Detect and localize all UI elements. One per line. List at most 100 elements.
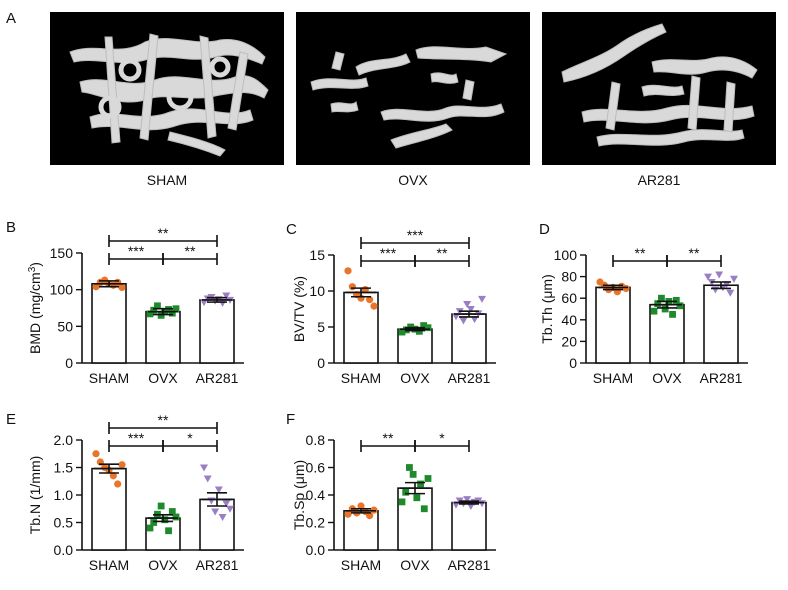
panel-b-sig-label: *** (128, 243, 145, 259)
panel-e-y-tick-label: 0.0 (54, 542, 74, 558)
panel-b-bar-sham (91, 282, 127, 364)
panel-e-bar-ar281 (199, 498, 235, 551)
panel-b-point-ovx (146, 310, 154, 318)
ct-caption-ar281: AR281 (637, 172, 681, 188)
panel-e-bar-sham (91, 467, 127, 551)
panel-f-sig-label: ** (383, 430, 394, 446)
panel-c-y-tick-label: 5 (317, 319, 325, 335)
panel-c-point-ar281 (470, 316, 479, 324)
panel-c-point-ovx (398, 328, 406, 336)
panel-d-sig-label: ** (689, 245, 700, 261)
ct-caption-sham: SHAM (146, 172, 188, 188)
panel-d-x-tick-label: OVX (652, 370, 682, 386)
panel-d-point-sham (622, 284, 630, 293)
panel-e-y-tick-label: 2.0 (54, 432, 74, 448)
panel-f-x-tick-label: SHAM (341, 557, 381, 573)
panel-e-point-ar281 (226, 505, 234, 513)
panel-d-y-tick-label: 0 (569, 355, 577, 371)
panel-b-sig-label: ** (158, 225, 169, 241)
panel-b-point-ovx (150, 306, 158, 314)
panel-c-point-ar281 (463, 300, 472, 308)
panel-c-letter: C (286, 221, 297, 238)
panel-e-point-ar281 (214, 486, 223, 494)
panel-b-y-tick-label: 50 (57, 318, 73, 334)
ct-caption-ovx: OVX (398, 172, 428, 188)
panel-b-x-tick-label: AR281 (196, 370, 239, 386)
panel-f-sig-label: * (439, 430, 445, 446)
panel-d-y-tick-label: 80 (561, 269, 577, 285)
panel-c-point-ovx (424, 324, 432, 332)
panel-b-point-ar281 (222, 292, 231, 300)
panel-f-point-ovx (398, 498, 406, 506)
panel-d-point-ovx (658, 294, 665, 302)
panel-e-point-sham (109, 472, 117, 480)
panel-f-point-ovx (406, 464, 413, 471)
panel-f-point-ovx (409, 470, 417, 478)
panel-d-sig-label: ** (635, 245, 646, 261)
panel-f-x-tick-label: OVX (400, 557, 430, 573)
panel-f-point-ar281 (463, 496, 472, 504)
panel-d-x-tick-label: SHAM (593, 370, 633, 386)
panel-c-point-ar281 (452, 313, 460, 321)
panel-e-point-ar281 (203, 475, 212, 483)
panel-e-letter: E (6, 411, 16, 428)
panel-c-point-sham (370, 302, 378, 310)
panel-c-point-ar281 (466, 306, 475, 313)
ct-image-ovx (296, 12, 530, 165)
panel-e-point-ovx (165, 527, 172, 535)
panel-b-bar-ar281 (199, 299, 235, 364)
panel-f-point-ovx (424, 475, 432, 482)
panel-c-point-sham (344, 267, 352, 275)
panel-f-point-ar281 (452, 501, 460, 509)
panel-f-y-tick-label: 0.8 (306, 432, 326, 448)
panel-d-bar-ar281 (703, 284, 739, 364)
panel-f-y-tick-label: 0.0 (306, 542, 326, 558)
panel-e-sig-label: * (187, 430, 193, 446)
panel-e-point-ovx (146, 524, 154, 532)
panel-c-point-ar281 (459, 317, 468, 325)
panel-f-letter: F (286, 411, 295, 428)
panel-c-y-axis-label: BV/TV (%) (291, 276, 307, 342)
panel-c-y-tick-label: 0 (317, 355, 325, 371)
panel-c-point-ar281 (478, 295, 486, 303)
panel-b-y-tick-label: 150 (50, 245, 74, 261)
panel-e-y-tick-label: 1.0 (54, 487, 74, 503)
ct-image-ar281 (542, 12, 776, 165)
panel-c-sig-label: ** (437, 245, 448, 261)
panel-d-point-ar281 (730, 275, 738, 283)
panel-e-sig-label: *** (128, 430, 145, 446)
panel-e-sig-label: ** (158, 412, 169, 428)
panel-e-point-ar281 (222, 500, 231, 508)
panel-c-sig-label: *** (407, 227, 424, 243)
panel-b-point-ar281 (200, 299, 208, 307)
panel-b-point-sham (92, 283, 100, 291)
panel-d-point-ovx (650, 307, 658, 315)
panel-c-x-tick-label: AR281 (448, 370, 491, 386)
panel-e-point-ovx (161, 516, 169, 524)
panel-e-x-tick-label: OVX (148, 557, 178, 573)
panel-e-point-ovx (172, 513, 180, 521)
panel-c-point-sham (348, 283, 356, 291)
panel-e-y-tick-label: 0.5 (54, 515, 74, 531)
panel-d-y-axis-label: Tb.Th (μm) (539, 274, 555, 344)
panel-f-point-sham (357, 502, 365, 510)
panel-f-x-tick-label: AR281 (448, 557, 491, 573)
panel-b-x-tick-label: SHAM (89, 370, 129, 386)
panel-d-x-tick-label: AR281 (700, 370, 743, 386)
panel-f-y-tick-label: 0.2 (306, 515, 326, 531)
panel-d-letter: D (539, 221, 550, 238)
panel-e-x-tick-label: SHAM (89, 557, 129, 573)
panel-e-point-sham (114, 480, 122, 488)
panel-b-point-ovx (154, 302, 161, 310)
panel-b-y-axis-label: BMD (mg/cm3) (27, 262, 44, 354)
panel-b-sig-label: ** (185, 243, 196, 259)
panel-a-letter: A (6, 10, 17, 27)
panel-e-point-ar281 (211, 508, 220, 516)
panel-f-point-sham (366, 512, 374, 520)
panel-e-point-ar281 (218, 514, 227, 521)
panel-b-x-tick-label: OVX (148, 370, 178, 386)
panel-f-point-ovx (417, 480, 424, 488)
panel-d-point-ovx (654, 300, 662, 307)
panel-f-point-ar281 (466, 503, 475, 510)
